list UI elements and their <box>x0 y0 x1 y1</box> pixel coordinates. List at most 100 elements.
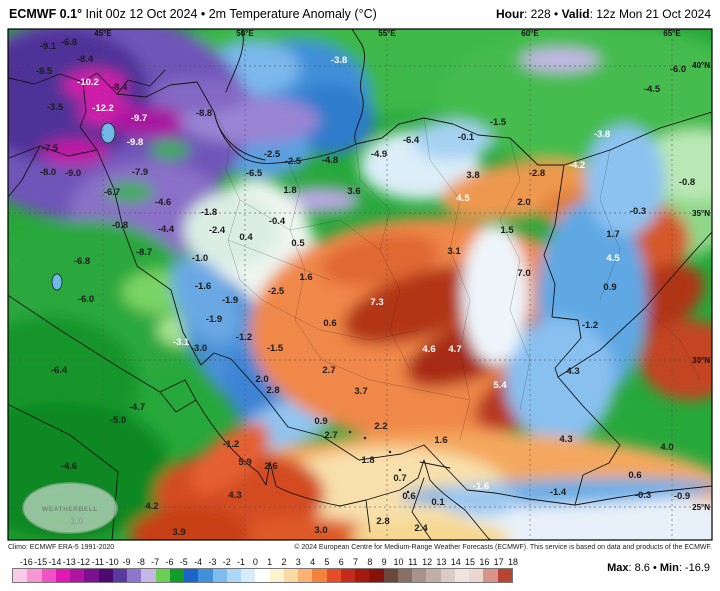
map-value-label: 2.6 <box>264 461 277 472</box>
map-value-label: 0.6 <box>402 491 415 502</box>
map-value-label: -1.6 <box>473 481 489 492</box>
lon-label: 65°E <box>663 29 681 38</box>
map-value-label: -7.9 <box>132 167 148 178</box>
map-value-label: 5.4 <box>493 380 507 391</box>
map-frame <box>7 28 713 541</box>
colorbar-cell <box>255 569 270 582</box>
colorbar-tick-label: -16 <box>19 557 33 567</box>
map-value-label: -3.8 <box>594 129 610 140</box>
map-value-label: 4.3 <box>559 434 572 445</box>
map-value-label: -9.0 <box>65 168 81 179</box>
map-value-label: -4.5 <box>644 84 661 95</box>
colorbar-tick-label: 3 <box>295 557 301 567</box>
model-name: ECMWF 0.1° <box>9 6 83 21</box>
map-value-label: -1.9 <box>206 314 222 325</box>
map-value-label: -8.4 <box>77 54 94 65</box>
valid-label: Valid <box>561 6 590 21</box>
colorbar-tick-label: 17 <box>493 557 504 567</box>
lake-tharthar <box>51 273 63 291</box>
colorbar-cell <box>13 569 28 582</box>
map-value-label: -1.8 <box>201 207 217 218</box>
min-label: Min <box>659 562 679 574</box>
map-value-label: -8.4 <box>111 82 128 93</box>
map-value-label: -2.4 <box>209 225 226 236</box>
lon-label: 50°E <box>236 29 254 38</box>
max-label: Max <box>607 562 629 574</box>
map-value-label: 2.4 <box>414 523 428 534</box>
map-value-label: -6.8 <box>74 256 90 267</box>
map-value-label: -6.0 <box>670 64 686 75</box>
lon-label: 55°E <box>378 29 396 38</box>
map-value-label: -0.8 <box>679 177 695 188</box>
map-value-label: 3.6 <box>347 186 360 197</box>
colorbar-tick-label: 18 <box>507 557 519 567</box>
map-value-label: 2.8 <box>376 516 389 527</box>
colorbar-cell <box>326 569 341 582</box>
colorbar-cell <box>241 569 256 582</box>
colorbar-tick-label: -9 <box>122 557 131 567</box>
colorbar-tick-label: 7 <box>353 557 359 567</box>
colorbar-cell <box>412 569 427 582</box>
colorbar-cell <box>127 569 142 582</box>
colorbar-tick-label: 13 <box>436 557 447 567</box>
map-value-label: 3.8 <box>466 170 479 181</box>
map-value-label: 4.6 <box>422 344 435 355</box>
colorbar-cell <box>497 569 512 582</box>
colorbar-tick-label: -13 <box>62 557 76 567</box>
map-value-label: 4.0 <box>660 442 673 453</box>
map-value-label: -8.7 <box>136 247 152 258</box>
map-value-label: -1.9 <box>222 295 238 306</box>
climo-note: Climo: ECMWF ERA-5 1991-2020 <box>8 544 115 551</box>
map-value-label: -9.7 <box>131 113 147 124</box>
graticule-labels: 45°E 50°E 55°E 60°E 65°E 40°N 35°N 30°N 25°N <box>94 29 710 512</box>
colorbar-tick-label: 4 <box>310 557 316 567</box>
colorbar-tick-label: 5 <box>324 557 330 567</box>
colorbar-cell <box>98 569 113 582</box>
map-value-label: 1.8 <box>283 185 296 196</box>
map-value-label: -8.5 <box>36 66 53 77</box>
title-rest: Init 00z 12 Oct 2024 • 2m Temperature An… <box>82 6 377 21</box>
map-value-label: -9.8 <box>127 137 143 148</box>
map-value-label: 2.7 <box>322 365 335 376</box>
map-value-label: -2.5 <box>285 156 302 167</box>
colorbar-cell <box>84 569 99 582</box>
map-value-label: 7.3 <box>370 297 383 308</box>
valid-time: Hour: 228 • Valid: 12z Mon 21 Oct 2024 <box>496 7 711 21</box>
colorbar-tick-label: -2 <box>222 557 231 567</box>
map-value-label: -4.6 <box>155 197 171 208</box>
colorbar-tick-label: 9 <box>381 557 387 567</box>
colorbar-tick-label: 2 <box>281 557 287 567</box>
map-value-label: -9.1 <box>40 41 57 52</box>
map-value-label: -2.5 <box>268 286 285 297</box>
colorbar-tick-label: -5 <box>179 557 188 567</box>
colorbar-cell <box>226 569 241 582</box>
map-value-label: 0.7 <box>393 473 406 484</box>
map-value-label: -4.7 <box>129 402 145 413</box>
colorbar-cell <box>198 569 213 582</box>
colorbar-tick-label: 6 <box>338 557 344 567</box>
colorbar-cell <box>184 569 199 582</box>
colorbar-cell <box>112 569 127 582</box>
map-value-label: 2.8 <box>266 385 279 396</box>
map-value-label: -4.4 <box>158 224 175 235</box>
colorbar-tick-label: -10 <box>105 557 119 567</box>
max-value: : 8.6 • <box>628 562 660 574</box>
map-value-label: 0.6 <box>323 318 336 329</box>
graticule <box>9 29 711 540</box>
colorbar-tick-label: -6 <box>165 557 174 567</box>
map-value-label: -1.2 <box>582 320 598 331</box>
map-value-label: -1.2 <box>236 332 252 343</box>
map-value-label: -2.8 <box>529 168 545 179</box>
map-value-label: 7.0 <box>517 268 530 279</box>
lat-label: 40°N <box>692 61 710 70</box>
colorbar-cell <box>155 569 170 582</box>
map-value-label: -3.5 <box>47 102 64 113</box>
colorbar-cell <box>169 569 184 582</box>
map-value-label: -8.0 <box>40 167 56 178</box>
watermark-text: WEATHERBELL <box>42 506 98 513</box>
colorbar-cell <box>70 569 85 582</box>
colorbar-tick-label: -11 <box>91 557 105 567</box>
map-value-label: 2.7 <box>324 430 337 441</box>
header-bar: ECMWF 0.1° Init 00z 12 Oct 2024 • 2m Tem… <box>0 0 720 27</box>
anomaly-value-labels: -6.8 -9.1 -8.4 -8.5 -10.2 -8.4 -3.5 -12.2 -9.7 -8… <box>36 37 695 538</box>
